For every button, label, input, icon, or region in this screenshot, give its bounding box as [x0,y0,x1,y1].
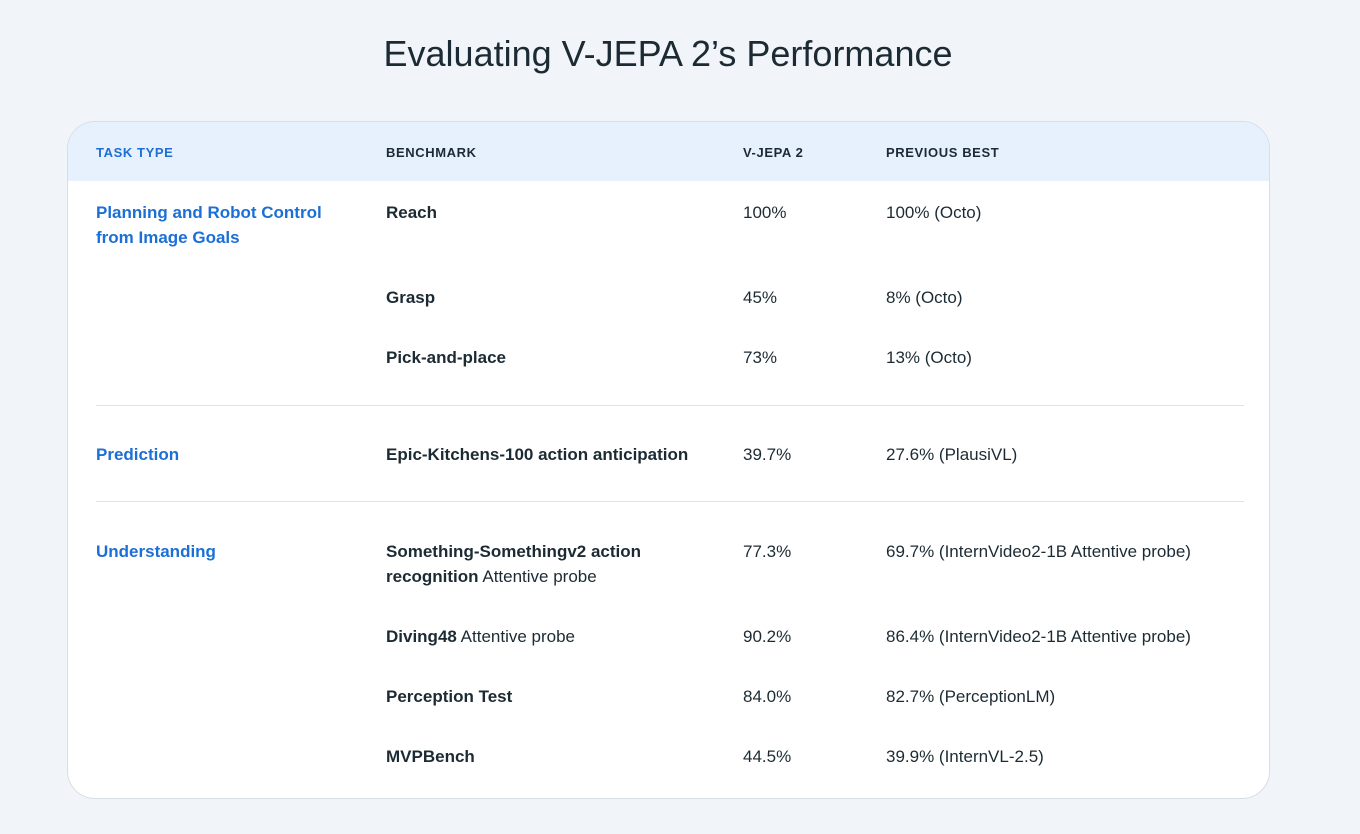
benchmark-note: Attentive probe [482,567,597,586]
group-divider [96,405,1244,406]
benchmark-name: Grasp [386,285,726,310]
vjepa-score: 90.2% [743,627,792,646]
previous-best: 27.6% (PlausiVL) [886,445,1018,464]
results-table: TASK TYPE BENCHMARK V-JEPA 2 PREVIOUS BE… [67,121,1270,799]
vjepa-score: 77.3% [743,542,792,561]
task-type-planning: Planning and Robot Control from Image Go… [96,203,322,247]
previous-best: 13% (Octo) [886,348,972,367]
table-header: TASK TYPE BENCHMARK V-JEPA 2 PREVIOUS BE… [68,122,1269,181]
page-title: Evaluating V-JEPA 2’s Performance [383,33,953,74]
benchmark-label: Perception Test [386,687,513,706]
header-previous-best: PREVIOUS BEST [886,145,1000,160]
benchmark-name: Perception Test [386,684,726,709]
benchmark-name: Diving48 Attentive probe [386,624,726,649]
header-task-type: TASK TYPE [96,145,174,160]
benchmark-label: Diving48 [386,627,457,646]
benchmark-label: Grasp [386,288,436,307]
vjepa-score: 39.7% [743,445,792,464]
benchmark-label: Epic-Kitchens-100 action anticipation [386,445,689,464]
previous-best: 86.4% (InternVideo2-1B Attentive probe) [886,627,1191,646]
previous-best: 39.9% (InternVL-2.5) [886,747,1044,766]
benchmark-name: Something-Somethingv2 action recognition… [386,539,686,589]
vjepa-score: 44.5% [743,747,792,766]
vjepa-score: 45% [743,288,778,307]
benchmark-name: MVPBench [386,744,726,769]
benchmark-name: Epic-Kitchens-100 action anticipation [386,442,746,467]
previous-best: 69.7% (InternVideo2-1B Attentive probe) [886,542,1191,561]
vjepa-score: 84.0% [743,687,792,706]
benchmark-label: Something-Somethingv2 action recognition [386,542,642,586]
vjepa-score: 100% [743,203,787,222]
benchmark-note: Attentive probe [460,627,576,646]
header-vjepa: V-JEPA 2 [743,145,804,160]
group-divider [96,501,1244,502]
previous-best: 100% (Octo) [886,203,982,222]
benchmark-label: Reach [386,203,438,222]
previous-best: 8% (Octo) [886,288,963,307]
benchmark-label: MVPBench [386,747,475,766]
benchmark-name: Pick-and-place [386,345,726,370]
benchmark-name: Reach [386,200,726,225]
task-type-understanding: Understanding [96,542,216,561]
previous-best: 82.7% (PerceptionLM) [886,687,1056,706]
task-type-prediction: Prediction [96,445,180,464]
benchmark-label: Pick-and-place [386,348,506,367]
vjepa-score: 73% [743,348,778,367]
header-benchmark: BENCHMARK [386,145,477,160]
